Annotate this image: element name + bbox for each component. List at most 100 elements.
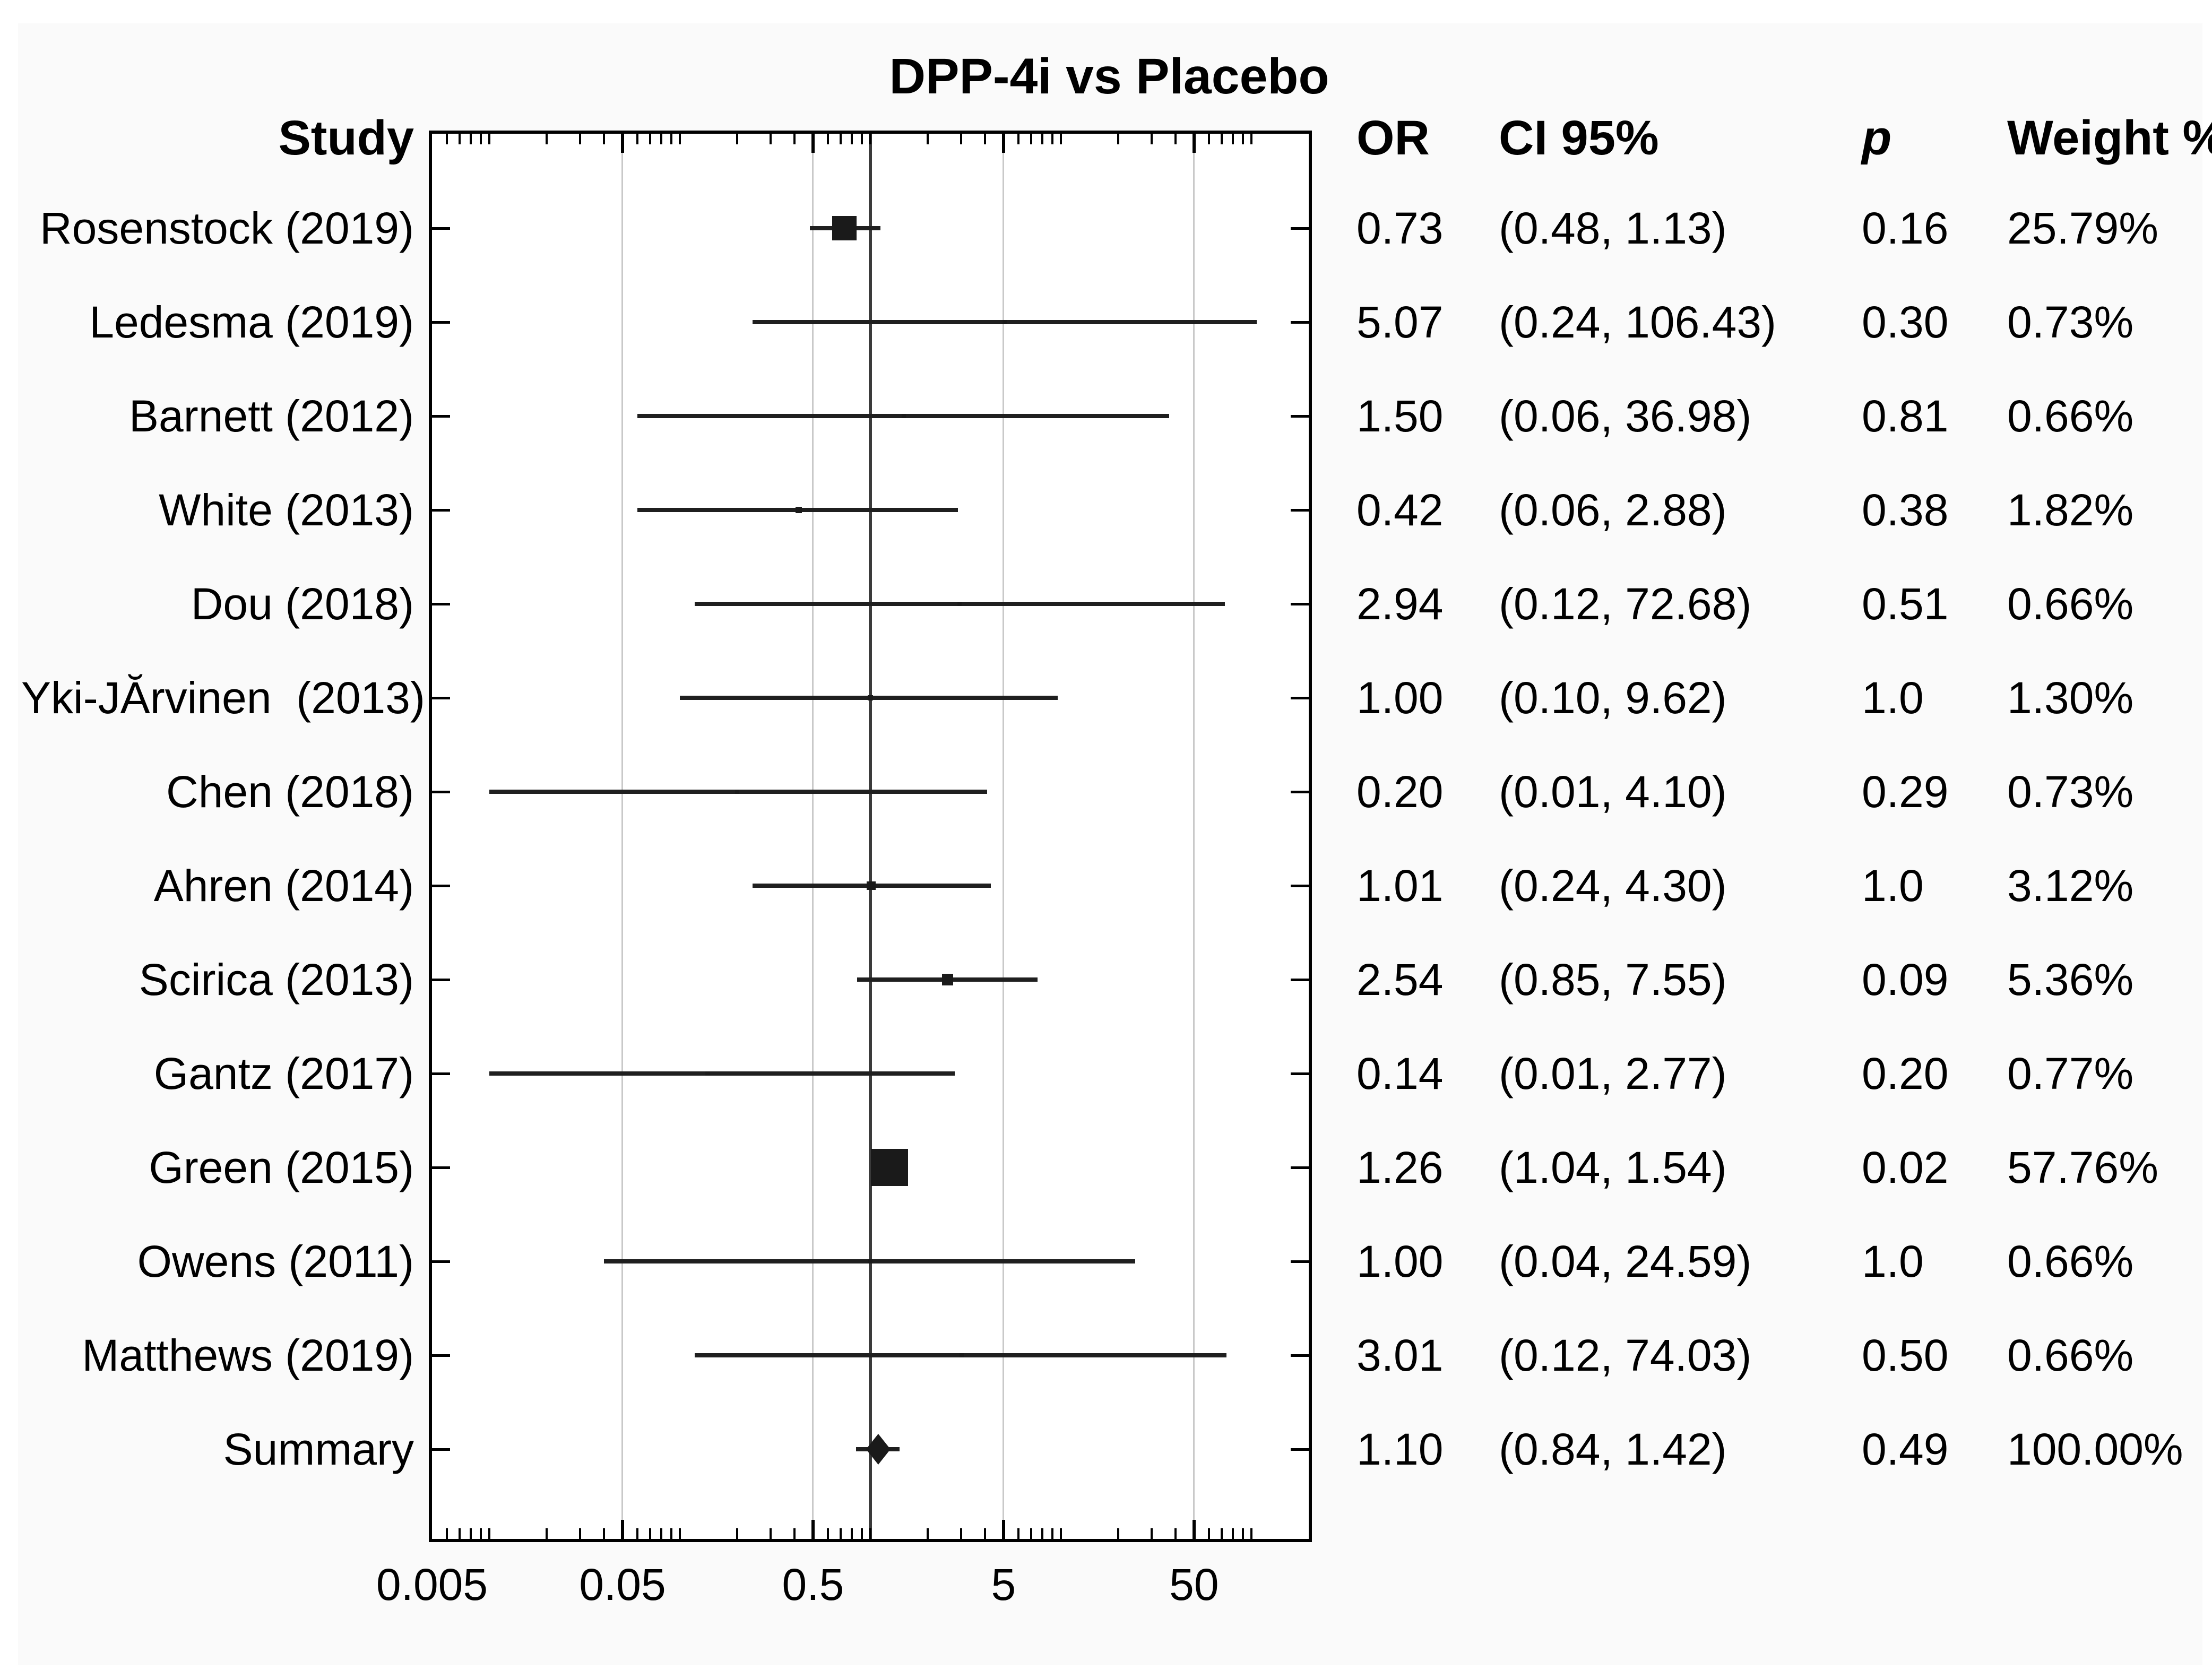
axis-tick-top xyxy=(1221,134,1223,144)
or-marker-square xyxy=(705,1071,710,1076)
axis-tick-bottom xyxy=(984,1528,987,1539)
x-tick-label: 0.005 xyxy=(376,1560,488,1609)
axis-tick-top xyxy=(1250,134,1252,144)
or-value: 1.26 xyxy=(1356,1143,1444,1192)
column-header-p: p xyxy=(1862,111,1892,165)
axis-tick-top xyxy=(1208,134,1211,144)
axis-tick-bottom xyxy=(827,1528,830,1539)
x-tick-label: 0.5 xyxy=(782,1560,844,1609)
ci-line xyxy=(489,1071,955,1076)
axis-tick-bottom xyxy=(1051,1528,1053,1539)
or-value: 0.73 xyxy=(1356,203,1444,253)
p-value: 0.29 xyxy=(1862,767,1949,817)
row-tick-right xyxy=(1291,414,1309,418)
axis-tick-bottom xyxy=(479,1528,482,1539)
study-label: Barnett (2012) xyxy=(129,391,414,441)
row-tick-right xyxy=(1291,884,1309,887)
or-marker-square xyxy=(902,414,906,418)
axis-tick-bottom xyxy=(488,1528,491,1539)
ci-value: (0.48, 1.13) xyxy=(1499,203,1727,253)
axis-tick-bottom xyxy=(470,1528,472,1539)
axis-tick-top xyxy=(793,134,796,144)
axis-tick-bottom xyxy=(736,1528,739,1539)
weight-value: 0.73% xyxy=(2007,297,2134,347)
axis-tick-top xyxy=(827,134,830,144)
ci-value: (0.12, 72.68) xyxy=(1499,579,1752,629)
axis-tick-top xyxy=(470,134,472,144)
axis-tick-bottom xyxy=(811,1520,815,1539)
axis-tick-top xyxy=(488,134,491,144)
row-tick-left xyxy=(432,696,450,699)
axis-tick-top xyxy=(984,134,987,144)
axis-tick-bottom xyxy=(1059,1528,1062,1539)
x-tick-label: 0.05 xyxy=(579,1560,666,1609)
axis-tick-top xyxy=(1174,134,1177,144)
weight-value: 0.77% xyxy=(2007,1049,2134,1098)
axis-tick-bottom xyxy=(1041,1528,1044,1539)
ci-value: (0.10, 9.62) xyxy=(1499,673,1727,723)
axis-tick-bottom xyxy=(1250,1528,1252,1539)
axis-tick-top xyxy=(1192,134,1196,153)
or-marker-square xyxy=(960,1353,964,1357)
row-tick-left xyxy=(432,978,450,981)
row-tick-right xyxy=(1291,321,1309,324)
axis-tick-bottom xyxy=(1221,1528,1223,1539)
axis-tick-top xyxy=(546,134,548,144)
axis-tick-bottom xyxy=(679,1528,681,1539)
axis-tick-bottom xyxy=(603,1528,606,1539)
row-tick-left xyxy=(432,1166,450,1169)
study-label: Matthews (2019) xyxy=(82,1330,414,1380)
row-tick-left xyxy=(432,1354,450,1357)
axis-tick-bottom xyxy=(1017,1528,1020,1539)
study-label: Yki-JĂrvinen (2013) xyxy=(21,673,425,723)
or-value: 1.01 xyxy=(1356,861,1444,911)
axis-tick-bottom xyxy=(1001,1520,1005,1539)
p-value: 1.0 xyxy=(1862,861,1924,911)
row-tick-right xyxy=(1291,696,1309,699)
row-tick-right xyxy=(1291,227,1309,230)
or-value: 0.14 xyxy=(1356,1049,1444,1098)
p-value: 1.0 xyxy=(1862,673,1924,723)
or-marker-square xyxy=(941,974,953,985)
or-marker-square xyxy=(867,695,874,701)
row-tick-right xyxy=(1291,790,1309,793)
axis-tick-bottom xyxy=(546,1528,548,1539)
weight-value: 25.79% xyxy=(2007,203,2158,253)
axis-tick-top xyxy=(1151,134,1153,144)
axis-tick-top xyxy=(1232,134,1234,144)
p-value: 0.09 xyxy=(1862,955,1949,1005)
p-value: 0.30 xyxy=(1862,297,1949,347)
or-value: 1.00 xyxy=(1356,1236,1444,1286)
row-tick-left xyxy=(432,227,450,230)
axis-tick-top xyxy=(736,134,739,144)
axis-tick-bottom xyxy=(446,1528,448,1539)
study-label: White (2013) xyxy=(159,485,414,535)
row-tick-left xyxy=(432,884,450,887)
ci-value: (0.01, 4.10) xyxy=(1499,767,1727,817)
axis-tick-bottom xyxy=(840,1528,842,1539)
axis-tick-top xyxy=(960,134,963,144)
x-tick-label: 5 xyxy=(991,1560,1016,1609)
axis-tick-top xyxy=(660,134,663,144)
ci-value: (0.24, 4.30) xyxy=(1499,861,1727,911)
or-value: 2.54 xyxy=(1356,955,1444,1005)
axis-tick-bottom xyxy=(793,1528,796,1539)
axis-tick-bottom xyxy=(620,1520,624,1539)
axis-tick-top xyxy=(1017,134,1020,144)
study-label: Gantz (2017) xyxy=(153,1049,414,1098)
or-value: 2.94 xyxy=(1356,579,1444,629)
axis-tick-bottom xyxy=(1192,1520,1196,1539)
ci-value: (0.85, 7.55) xyxy=(1499,955,1727,1005)
or-value: 1.50 xyxy=(1356,391,1444,441)
row-tick-left xyxy=(432,1260,450,1263)
axis-tick-top xyxy=(446,134,448,144)
axis-tick-top xyxy=(1117,134,1120,144)
row-tick-right xyxy=(1291,1448,1309,1451)
ci-value: (0.24, 106.43) xyxy=(1499,297,1777,347)
axis-tick-top xyxy=(579,134,582,144)
axis-tick-top xyxy=(1041,134,1044,144)
axis-tick-top xyxy=(927,134,929,144)
p-value: 1.0 xyxy=(1862,1236,1924,1286)
study-label: Green (2015) xyxy=(149,1143,414,1192)
